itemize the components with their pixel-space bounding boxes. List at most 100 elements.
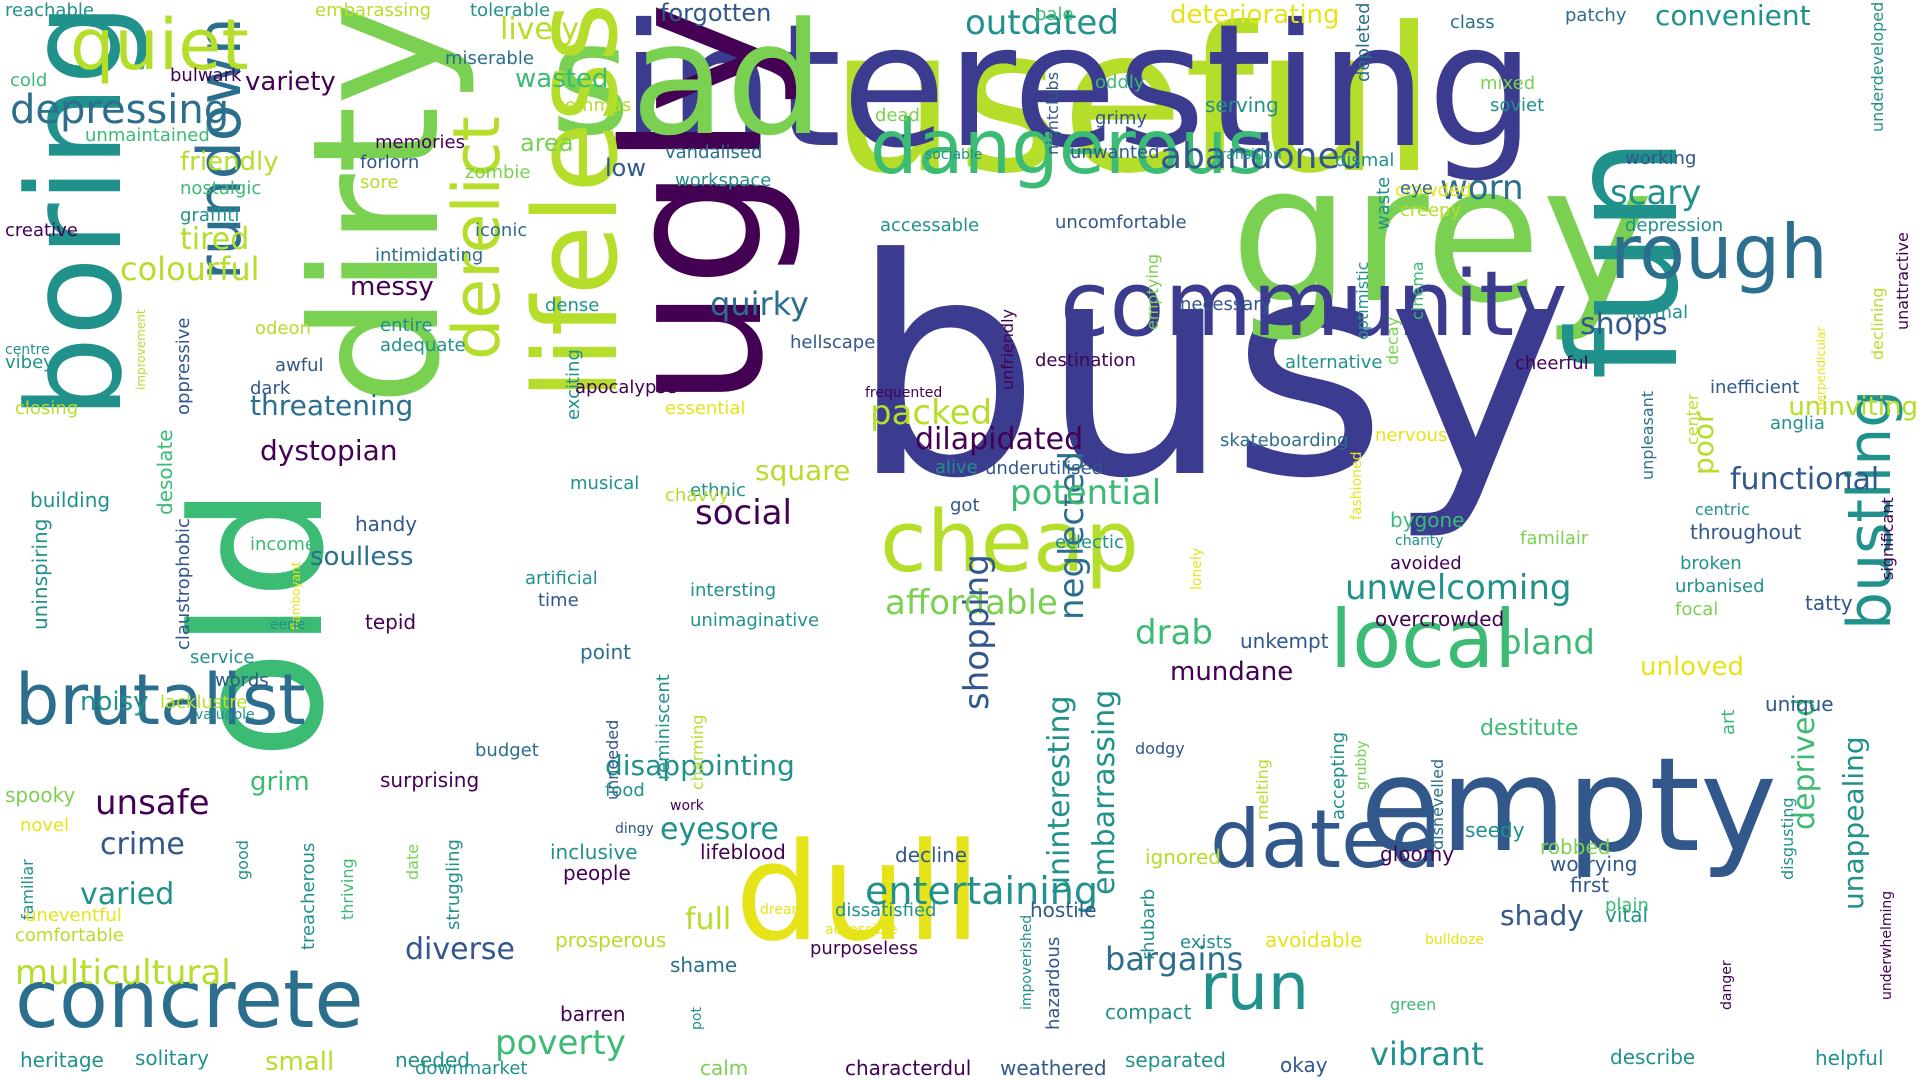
word-dark: dark [250,378,291,399]
word-noisy: noisy [80,687,149,717]
word-uninteresting: uninteresting [1042,695,1077,895]
word-transition: transition [1215,147,1282,163]
word-wasted: wasted [515,64,609,94]
word-got: got [950,495,980,516]
word-potential: potential [1010,473,1162,513]
word-vibrant: vibrant [1370,1035,1484,1073]
word-dull: dull [735,814,982,971]
word-hostile: hostile [1030,898,1097,922]
word-unappealing: unappealing [1837,736,1870,910]
word-frequented: frequented [865,385,943,401]
word-perpendicular: perpendicular [1814,326,1828,410]
word-unfriendly: unfriendly [998,309,1017,390]
word-comfortable: comfortable [15,925,124,946]
word-serving: serving [1205,93,1279,117]
word-unmaintained: unmaintained [85,125,210,146]
word-depression: depression [1625,215,1724,236]
word-focal: focal [1675,599,1719,620]
word-uneventful: uneventful [25,905,122,926]
word-embarrassing: embarrassing [1087,689,1122,895]
word-helpful: helpful [1815,1046,1884,1070]
word-square: square [755,454,851,487]
word-grubby: grubby [1354,740,1370,790]
word-underutilised: underutilised [985,458,1104,479]
word-varied: varied [80,877,175,912]
word-handy: handy [355,512,418,536]
word-necessary: necessary [1180,294,1272,315]
word-workspace: workspace [675,170,772,191]
word-friendly: friendly [180,147,279,177]
word-colourful: colourful [120,250,260,288]
word-sore: sore [360,172,399,193]
word-describe: describe [1610,1045,1696,1069]
word-emptying: emptying [1143,253,1162,330]
word-art: art [1718,709,1739,736]
word-drab: drab [1135,613,1213,653]
word-cold: cold [10,70,48,91]
word-area: area [520,129,574,157]
word-avoided: avoided [1390,553,1462,574]
word-charity: charity [1395,533,1444,549]
word-busy: busy [850,195,1565,544]
word-intersting: intersting [690,580,777,601]
word-bygone: bygone [1390,508,1465,532]
word-accepting: accepting [1328,731,1349,820]
word-dated: dated [1210,793,1442,886]
word-bargains: bargains [1105,940,1244,978]
word-impoverished: impoverished [1019,914,1035,1010]
word-green: green [1390,995,1437,1014]
word-work: work [670,798,704,814]
word-unwanted: unwanted [1070,142,1160,163]
word-vital: vital [1605,903,1649,927]
word-overcrowded: overcrowded [1375,607,1505,631]
word-patchy: patchy [1565,5,1627,26]
word-quiet: quiet [70,4,249,86]
word-dreary: dreary [760,902,806,918]
word-class: class [1450,12,1495,33]
word-worrying: worrying [1550,852,1638,876]
word-prosperous: prosperous [555,928,667,952]
word-useful: useful [830,0,1437,218]
word-pot: pot [689,1007,705,1030]
word-needed: needed [395,1048,470,1072]
word-reachable: reachable [5,0,94,21]
word-downmarket: downmarket [415,1058,528,1079]
word-sociable: sociable [925,147,983,163]
word-pale: pale [1035,4,1074,25]
word-memories: memories [375,132,466,153]
word-entertaining: entertaining [865,869,1098,913]
word-full: full [685,902,732,937]
word-cheap: cheap [880,493,1139,592]
word-optimistic: optimistic [1353,261,1372,340]
word-good: good [233,840,252,880]
word-poverty: poverty [495,1023,626,1063]
word-unwelcoming: unwelcoming [1345,568,1572,608]
word-local: local [1330,593,1517,686]
word-dense: dense [545,295,600,316]
word-commas: commas [555,95,632,116]
word-small: small [265,1047,335,1077]
word-unimaginative: unimaginative [690,610,820,631]
word-social: social [695,493,792,533]
word-creative: creative [5,220,78,241]
word-claustrophobic: claustrophobic [173,518,194,650]
word-desolate: desolate [153,429,177,515]
word-gloomy: gloomy [1380,842,1455,866]
word-crime: crime [100,827,185,862]
word-service: service [190,647,255,668]
word-unattractive: unattractive [1893,232,1912,330]
word-accessable: accessable [880,215,980,236]
word-awful: awful [275,355,324,376]
word-weathered: weathered [1000,1056,1107,1080]
word-lacklustre: lacklustre [160,692,248,713]
word-functional: functional [1730,462,1880,497]
word-building: building [30,488,111,512]
word-inclusive: inclusive [550,840,638,864]
word-robbed: robbed [1540,835,1611,859]
word-destitute: destitute [1480,716,1579,741]
word-ignored: ignored [1145,845,1221,869]
word-crowded: crowded [1395,180,1472,201]
word-underdeveloped: underdeveloped [1868,2,1887,133]
word-characterdul: characterdul [845,1056,972,1080]
